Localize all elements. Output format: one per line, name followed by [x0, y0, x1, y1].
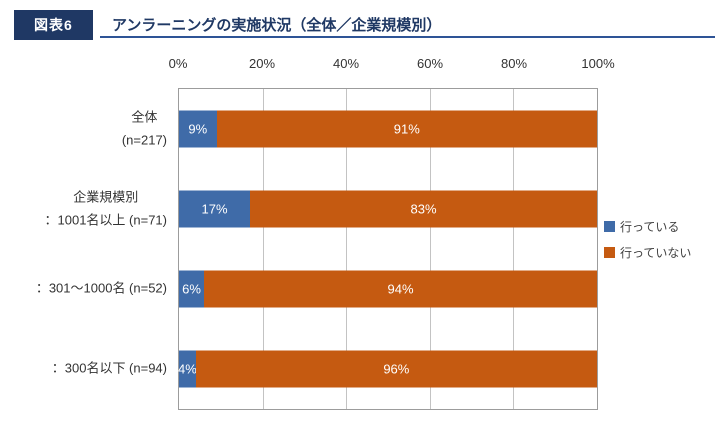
bar-segment-not-implementing: 91% [216, 110, 597, 148]
x-tick-label: 100% [581, 56, 615, 71]
bar-segment-not-implementing: 96% [195, 350, 597, 388]
x-axis: 0% 20% 40% 60% 80% 100% [169, 56, 615, 72]
gridline [513, 89, 515, 409]
legend-swatch [604, 221, 615, 232]
value-label: 96% [383, 361, 410, 377]
category-label: 企業規模別 ：1001名以上 (n=71) [44, 189, 167, 227]
x-tick-label: 20% [248, 56, 276, 71]
bar-segment-implementing: 17% [179, 190, 251, 228]
value-label: 6% [182, 281, 201, 297]
header-divider [100, 36, 715, 38]
bar-segment-implementing: 9% [179, 110, 217, 148]
stacked-bar: 4% 96% [177, 350, 597, 388]
bar-segment-not-implementing: 83% [250, 190, 597, 228]
x-tick-label: 80% [500, 56, 528, 71]
value-label: 94% [387, 281, 414, 297]
value-label: 9% [188, 121, 208, 137]
category-label: 全体 (n=217) [121, 109, 167, 147]
x-tick-label: 40% [332, 56, 360, 71]
value-label: 91% [393, 121, 420, 137]
bar-segment-not-implementing: 94% [204, 270, 597, 308]
gridline [346, 89, 348, 409]
value-label: 83% [410, 201, 437, 217]
figure-title: アンラーニングの実施状況（全体／企業規模別） [112, 17, 442, 34]
stacked-bar: 6% 94% [179, 270, 597, 308]
figure-number-badge: 図表6 [14, 10, 93, 40]
category-label: ：300名以下 (n=94) [51, 360, 167, 376]
stacked-bar: 9% 91% [179, 110, 597, 148]
legend-label: 行っていない [620, 246, 692, 260]
bar-segment-implementing: 6% [179, 270, 205, 308]
value-label: 4% [177, 361, 197, 377]
value-label: 17% [201, 201, 228, 217]
legend: 行っている行っていない [604, 218, 691, 270]
legend-swatch [604, 247, 615, 258]
bar-segment-implementing: 4% [177, 350, 197, 388]
x-tick-label: 60% [416, 56, 444, 71]
chart-row: 企業規模別 ：1001名以上 (n=71) 17% 83% [45, 169, 597, 249]
chart-row: ：300名以下 (n=94) 4% 96% [52, 329, 597, 409]
gridline [429, 89, 431, 409]
chart-row: ：301〜1000名 (n=52) 6% 94% [36, 249, 597, 329]
legend-label: 行っている [620, 220, 680, 234]
plot-area: 全体 (n=217) 9% 91% 企業規模別 ：1001名以上 (n=71) 17% 83%… [36, 88, 598, 410]
legend-item: 行っていない [604, 244, 691, 261]
chart-row: 全体 (n=217) 9% 91% [122, 89, 597, 169]
x-tick-label: 0% [168, 56, 188, 71]
stacked-bar: 17% 83% [179, 190, 597, 228]
gridline [262, 89, 264, 409]
legend-item: 行っている [604, 218, 691, 235]
category-label: ：301〜1000名 (n=52) [35, 280, 167, 296]
